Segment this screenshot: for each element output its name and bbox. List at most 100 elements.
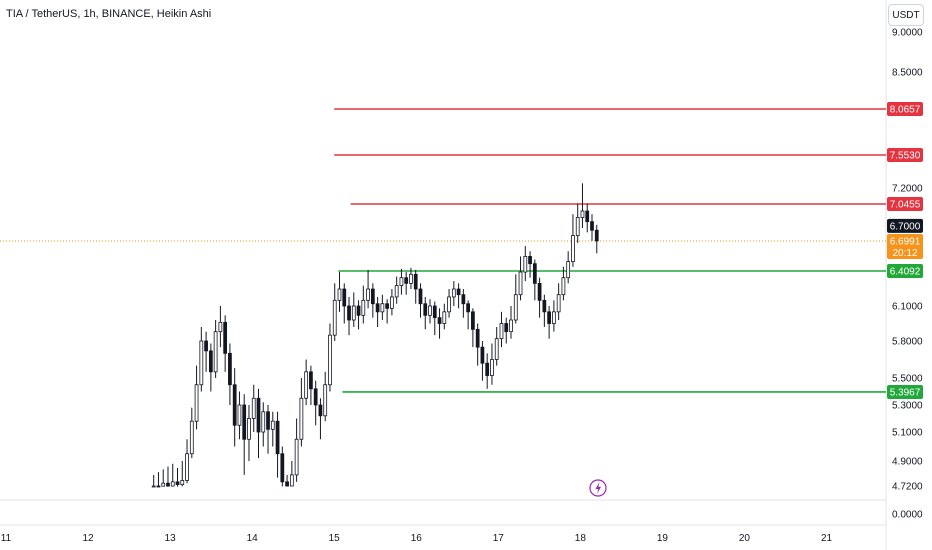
x-tick-label-1: 12 — [82, 533, 94, 544]
candle — [423, 296, 428, 330]
candle — [328, 323, 332, 392]
candle — [180, 461, 185, 487]
candle — [275, 411, 280, 478]
horizontal-levels — [334, 108, 886, 393]
candle — [490, 343, 494, 385]
price-tags: 8.0657 7.5530 7.0455 6.4092 5.3967 6.7000 6.69… — [887, 102, 923, 399]
candle — [385, 299, 390, 324]
candle — [585, 203, 590, 233]
candle — [247, 405, 251, 461]
candle — [194, 365, 199, 430]
svg-text:7.0455: 7.0455 — [890, 200, 921, 211]
x-tick-label-3: 14 — [247, 533, 259, 544]
x-tick-label-0: 11 — [1, 533, 12, 544]
candle — [366, 269, 370, 309]
candle — [561, 266, 566, 301]
candle — [513, 274, 518, 324]
candle — [151, 474, 156, 488]
candle — [232, 368, 237, 447]
candles — [151, 183, 599, 488]
level-tag-2: 7.0455 — [887, 197, 923, 211]
candle — [208, 343, 213, 392]
candle — [185, 439, 189, 484]
candle — [409, 267, 413, 290]
candle — [532, 259, 537, 301]
svg-text:6.7000: 6.7000 — [890, 221, 921, 232]
candle — [480, 341, 485, 381]
currency-button[interactable]: USDT — [888, 4, 924, 26]
candle — [361, 285, 366, 324]
svg-text:6.6991: 6.6991 — [890, 237, 921, 248]
level-tag-1: 7.5530 — [887, 148, 923, 162]
alert-lightning-button[interactable] — [589, 479, 607, 497]
candle — [223, 315, 228, 372]
candle — [456, 283, 461, 309]
candle — [289, 461, 294, 487]
svg-text:6.4092: 6.4092 — [890, 267, 921, 278]
candle — [251, 384, 256, 432]
level-tag-3: 6.4092 — [887, 264, 923, 278]
candle — [270, 411, 275, 447]
candle — [228, 343, 232, 405]
candle — [166, 466, 170, 487]
candle — [537, 277, 542, 318]
candle — [432, 301, 437, 336]
x-tick-label-7: 18 — [575, 533, 587, 544]
y-tick-label-10: 0.0000 — [892, 510, 923, 521]
candle — [285, 474, 289, 487]
svg-text:8.0657: 8.0657 — [890, 105, 921, 116]
candle — [399, 268, 404, 295]
candle — [242, 394, 247, 475]
candle — [280, 446, 285, 487]
candle — [380, 294, 385, 320]
x-tick-label-8: 19 — [657, 533, 669, 544]
candle — [332, 283, 337, 341]
y-tick-label-4: 5.8000 — [892, 337, 923, 348]
candle — [404, 272, 409, 295]
chart-title: TIA / TetherUS, 1h, BINANCE, Heikin Ashi — [6, 8, 212, 20]
candle — [375, 296, 380, 327]
candle — [466, 300, 471, 330]
candle — [494, 327, 499, 366]
countdown-label: 20:12 — [892, 248, 917, 259]
candle — [523, 246, 528, 282]
candle — [189, 407, 194, 459]
y-tick-label-7: 5.1000 — [892, 428, 923, 439]
candle — [337, 272, 342, 312]
candle — [313, 380, 318, 426]
candle — [485, 353, 490, 389]
candle — [518, 256, 523, 301]
x-tick-label-6: 17 — [493, 533, 505, 544]
candle — [556, 283, 561, 320]
candle — [571, 214, 575, 267]
candle — [218, 306, 223, 348]
x-tick-label-10: 21 — [821, 533, 833, 544]
candle — [394, 276, 399, 304]
candle — [266, 405, 270, 454]
candle — [323, 371, 328, 422]
candle — [199, 327, 204, 392]
candle — [370, 283, 375, 318]
level-tag-0: 8.0657 — [887, 102, 923, 116]
candle — [594, 224, 599, 254]
candle — [461, 289, 466, 318]
candle — [447, 289, 451, 318]
y-tick-label-0: 9.0000 — [892, 28, 923, 39]
candle — [342, 283, 347, 324]
y-tick-label-2: 7.2000 — [892, 184, 923, 195]
candle — [170, 463, 175, 487]
price-axis: 9.0000 8.5000 7.2000 6.1000 5.8000 5.5000 5.30… — [892, 28, 923, 521]
candle — [528, 251, 532, 278]
candle — [356, 300, 361, 330]
candle — [580, 183, 585, 229]
candle — [575, 203, 580, 243]
candle — [413, 269, 418, 304]
y-tick-label-3: 6.1000 — [892, 302, 923, 313]
candle — [547, 306, 551, 339]
svg-text:7.5530: 7.5530 — [890, 151, 921, 162]
candle — [418, 283, 423, 318]
time-axis: 11 12 13 14 15 16 17 18 19 20 21 — [1, 533, 833, 544]
candle — [504, 317, 509, 344]
